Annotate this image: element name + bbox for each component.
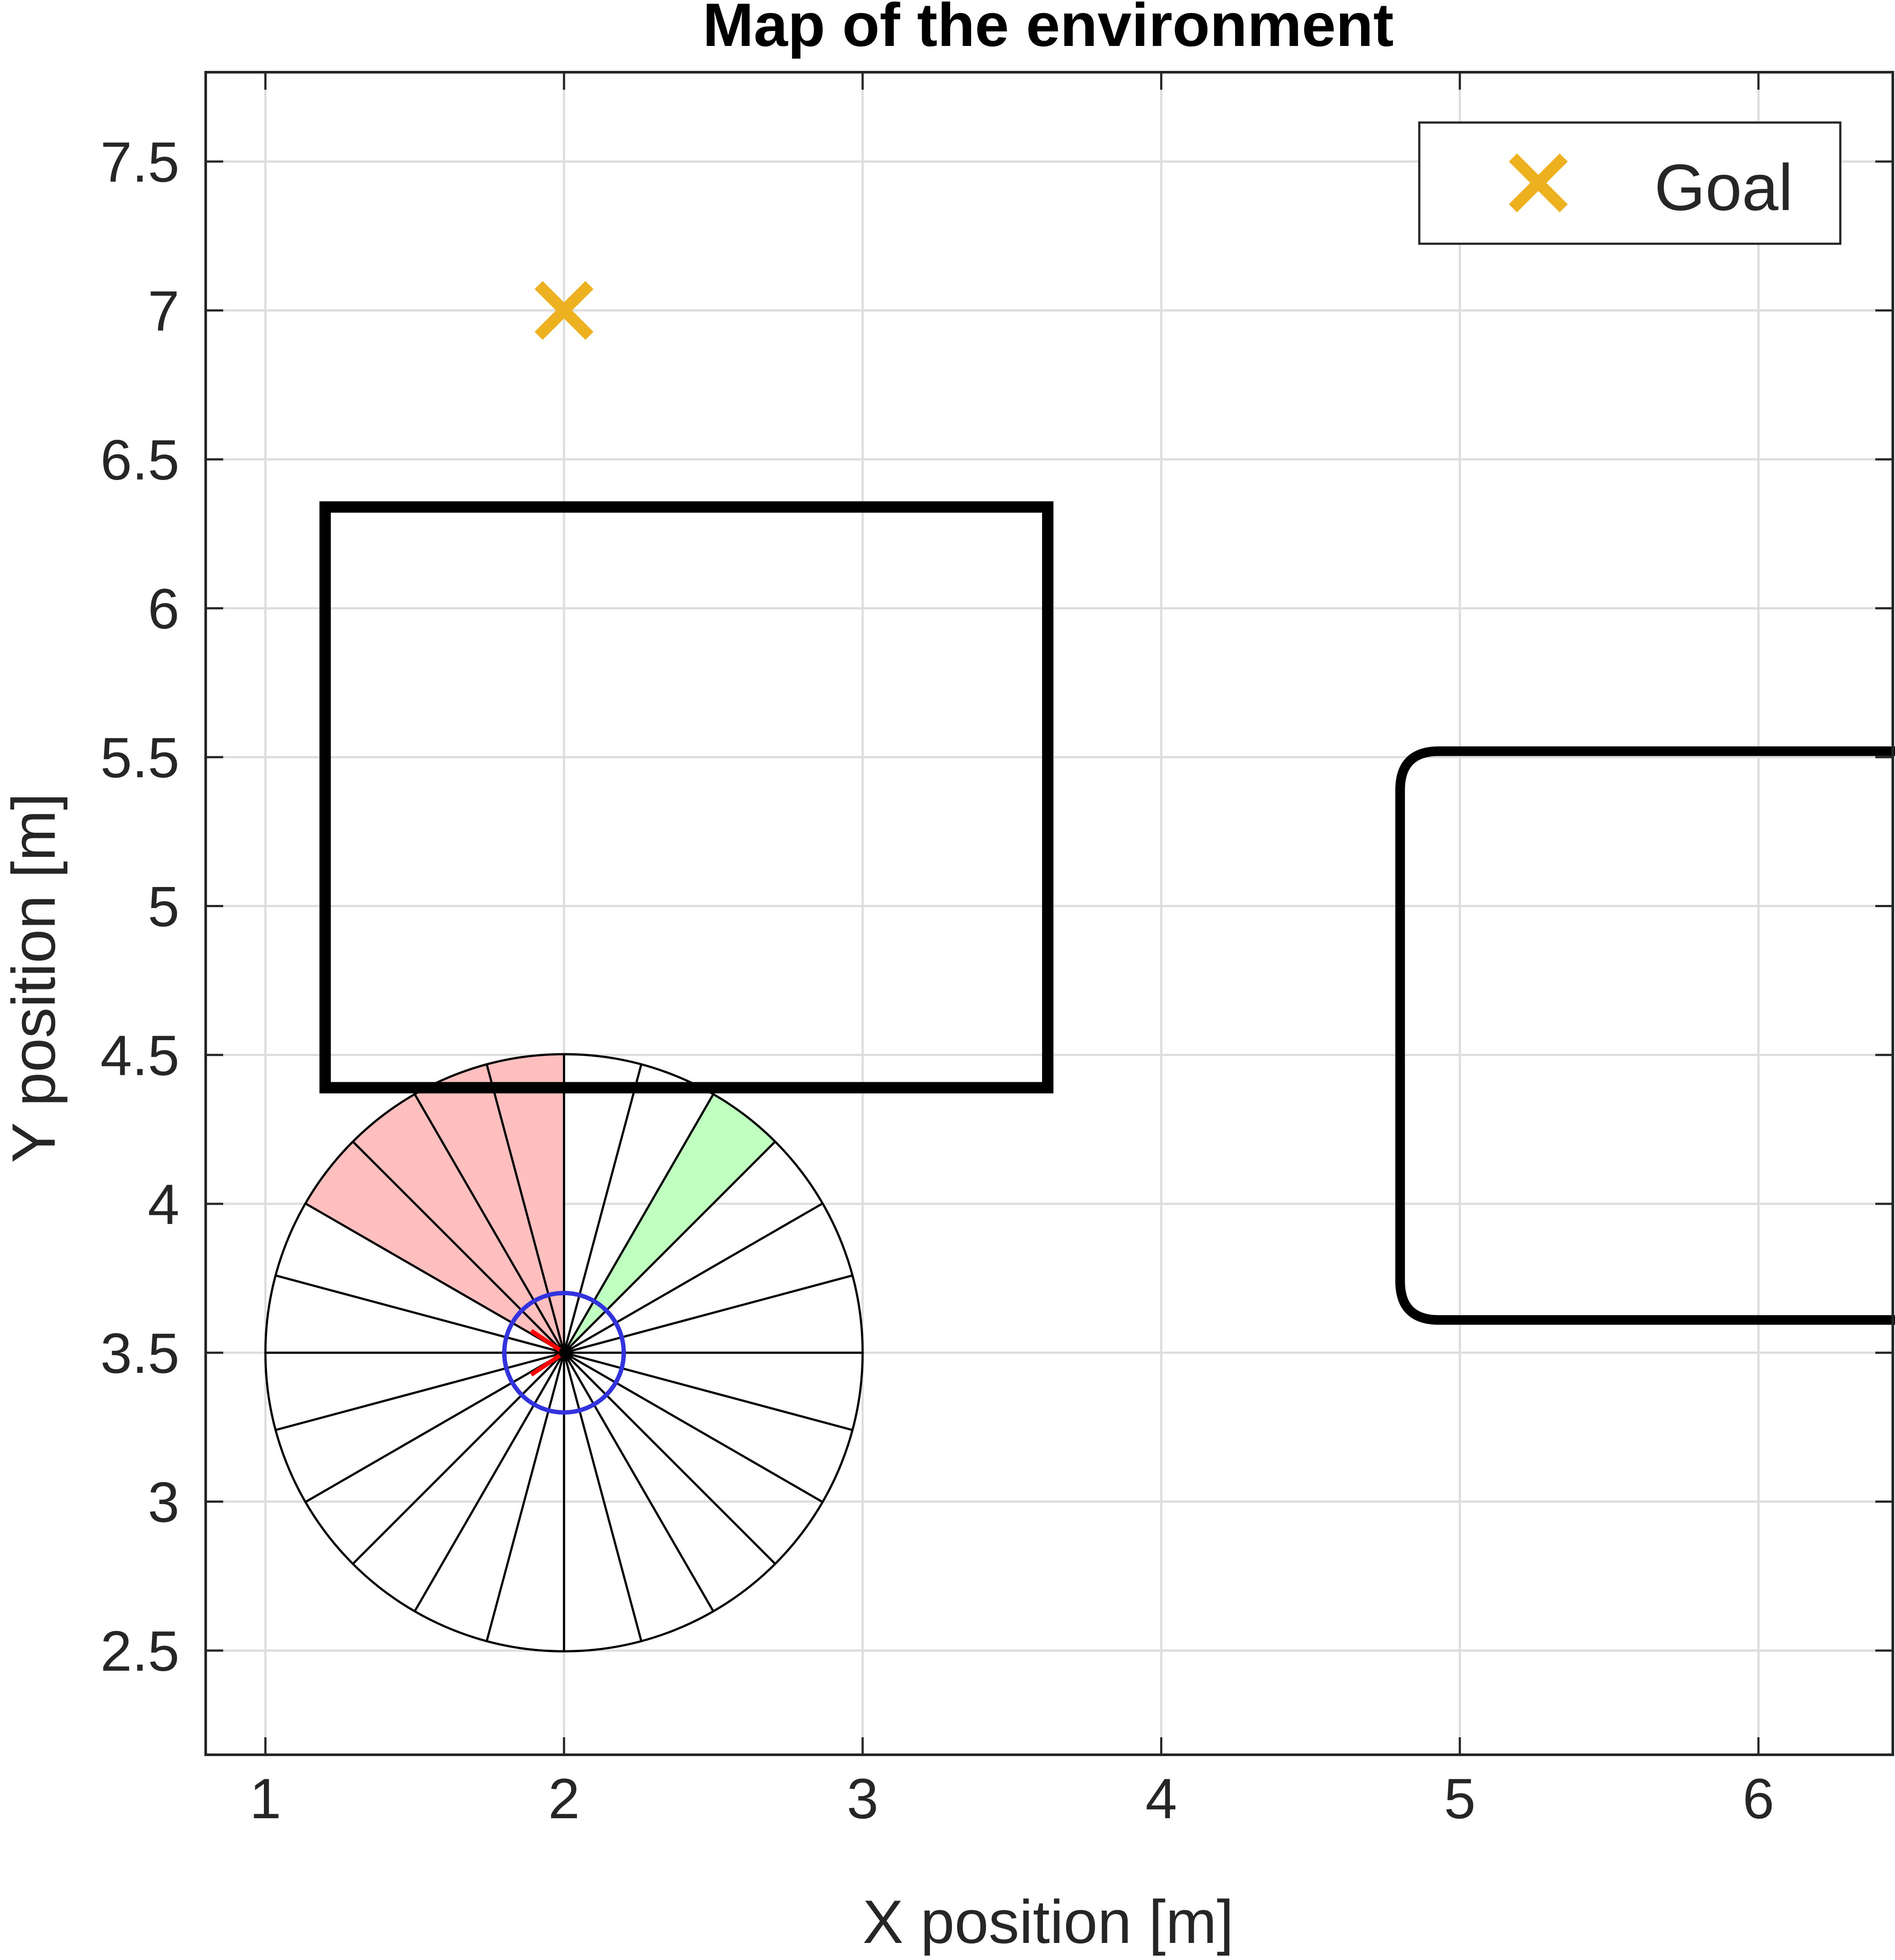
x-tick-label: 5	[1444, 1767, 1476, 1830]
goal-layer	[534, 281, 593, 340]
x-tick-label: 6	[1743, 1767, 1774, 1830]
legend-box	[1418, 121, 1842, 245]
sensor-ray	[563, 1352, 776, 1565]
x-tick-label: 2	[548, 1767, 580, 1830]
y-tick-label: 4.5	[100, 1024, 179, 1087]
y-tick-label: 7	[148, 279, 179, 343]
x-tick-label: 4	[1145, 1767, 1177, 1830]
sensor-blocked-sector	[305, 1054, 564, 1353]
sensor-ray	[563, 1202, 823, 1354]
legend-goal-marker	[1509, 153, 1568, 213]
sensor-ray	[564, 1351, 853, 1431]
y-tick-label: 3.5	[100, 1321, 179, 1385]
x-axis-label: X position [m]	[863, 1887, 1234, 1956]
sensor-ray	[563, 1352, 715, 1612]
y-tick-label: 5	[148, 874, 179, 938]
legend-goal-label: Goal	[1654, 151, 1793, 224]
sensor-ray	[352, 1352, 565, 1565]
sensor-ray	[563, 1352, 823, 1503]
y-tick-label: 2.5	[100, 1619, 179, 1683]
robot-layer	[502, 1290, 626, 1415]
x-tick-label: 1	[249, 1767, 281, 1830]
x-tick-label: 3	[847, 1767, 878, 1830]
sensor-free-sector	[564, 1094, 776, 1353]
sensor-ray	[305, 1202, 565, 1354]
sensor-ray	[414, 1352, 565, 1612]
legend: Goal	[1418, 121, 1842, 245]
sensor-ray	[352, 1141, 565, 1354]
y-tick-label: 7.5	[100, 130, 179, 194]
obstacle-layer	[319, 501, 1895, 1325]
goal-marker	[534, 281, 593, 340]
y-tick-label: 6.5	[100, 428, 179, 492]
sensor-ray	[563, 1141, 776, 1354]
y-tick-label: 5.5	[100, 726, 179, 789]
sensor-ray	[275, 1351, 565, 1431]
y-tick-label: 3	[148, 1470, 179, 1534]
tick-layer: 1 2 3 4 5 6 2.5 3 3.5 4 4.5 5 5.5 6 6.5 7 7.5	[100, 72, 1893, 1830]
sensor-ray	[275, 1274, 565, 1354]
sensor-ray	[414, 1094, 565, 1353]
axes-frame	[204, 71, 1894, 1756]
robot-body	[502, 1290, 626, 1415]
sensor-layer	[264, 1053, 864, 1653]
robot-center	[558, 1347, 569, 1358]
obstacle-rectangle	[319, 501, 1054, 1094]
sensor-ray	[563, 1094, 715, 1353]
sensor-ray	[564, 1274, 853, 1354]
obstacle-rounded-rectangle	[1395, 746, 1895, 1325]
axes-layer	[204, 71, 1894, 1756]
legend-goal-x	[1509, 153, 1568, 213]
chart-title: Map of the environment	[703, 0, 1394, 59]
sensor-ray	[305, 1352, 565, 1503]
sensor-ray	[485, 1352, 565, 1641]
sensor-ray	[485, 1064, 565, 1353]
sensor-ray	[563, 1352, 642, 1641]
sensor-ray	[563, 1064, 642, 1353]
y-axis-label: Y position [m]	[0, 793, 68, 1163]
y-tick-label: 4	[148, 1172, 179, 1236]
y-tick-label: 6	[148, 577, 179, 641]
